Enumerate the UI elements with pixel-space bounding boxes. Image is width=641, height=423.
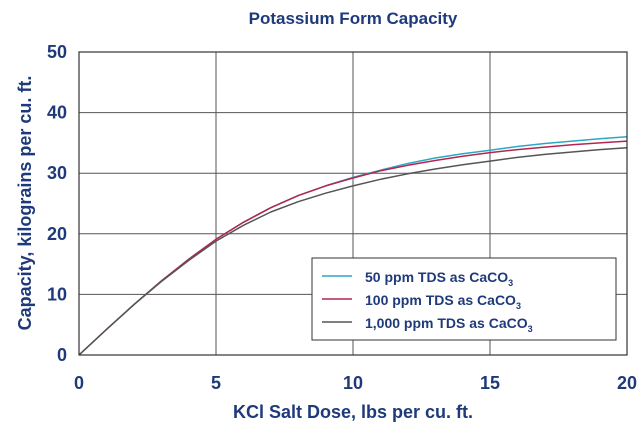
series-lines — [78, 136, 628, 356]
x-tick-label: 10 — [343, 373, 363, 393]
y-axis-label: Capacity, kilograins per cu. ft. — [15, 76, 35, 331]
legend-box — [311, 257, 617, 341]
y-tick-label: 20 — [47, 224, 67, 244]
plot-frame — [78, 51, 628, 356]
legend-label-3: 1,000 ppm TDS as CaCO3 — [365, 315, 533, 334]
y-tick-label: 40 — [47, 103, 67, 123]
legend-label-1: 50 ppm TDS as CaCO3 — [365, 269, 513, 288]
chart-title: Potassium Form Capacity — [249, 9, 458, 28]
legend-label-2: 100 ppm TDS as CaCO3 — [365, 292, 521, 311]
x-tick-label: 20 — [617, 373, 637, 393]
x-tick-label: 0 — [74, 373, 84, 393]
y-tick-label: 50 — [47, 42, 67, 62]
y-tick-label: 10 — [47, 284, 67, 304]
x-tick-label: 5 — [211, 373, 221, 393]
grid — [79, 52, 627, 355]
legend: 50 ppm TDS as CaCO3 100 ppm TDS as CaCO3 1… — [311, 257, 617, 341]
x-axis-label: KCl Salt Dose, lbs per cu. ft. — [233, 402, 473, 422]
tick-labels: 0 5 10 15 20 0 10 20 30 40 50 — [47, 42, 637, 393]
y-tick-label: 30 — [47, 163, 67, 183]
x-tick-label: 15 — [480, 373, 500, 393]
series-line-3 — [78, 146, 628, 356]
y-tick-label: 0 — [57, 345, 67, 365]
